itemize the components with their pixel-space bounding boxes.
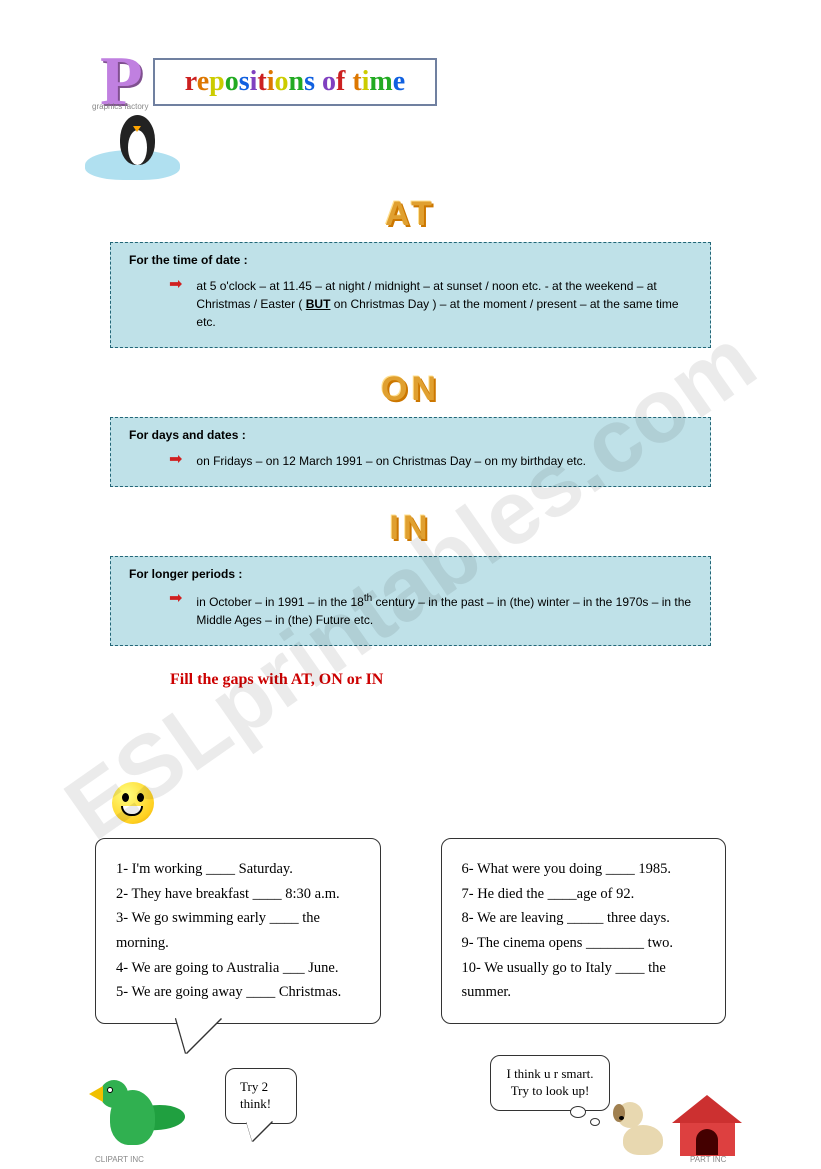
exercise-item: 9- The cinema opens ________ two.	[462, 931, 706, 956]
speech-try: Try 2 think!	[225, 1068, 297, 1124]
in-rule-box: For longer periods : ➡ in October – in 1…	[110, 556, 711, 646]
exercise-row: 1- I'm working ____ Saturday.2- They hav…	[0, 838, 821, 1024]
clipart-label: graphics factory	[92, 102, 148, 111]
exercise-item: 5- We are going away ____ Christmas.	[116, 980, 360, 1005]
at-label: For the time of date :	[129, 253, 692, 267]
exercise-box-left: 1- I'm working ____ Saturday.2- They hav…	[95, 838, 381, 1024]
arrow-icon: ➡	[169, 452, 182, 468]
page-title: repositions of time	[185, 66, 405, 97]
arrow-icon: ➡	[169, 277, 182, 293]
at-text: at 5 o'clock – at 11.45 – at night / mid…	[196, 277, 692, 331]
title-box: repositions of time	[153, 58, 437, 106]
in-heading: IN	[110, 509, 711, 548]
arrow-icon: ➡	[169, 591, 182, 607]
clipart-label: CLIPART INC	[95, 1155, 144, 1164]
thought-bubble-icon	[570, 1106, 586, 1118]
exercise-item: 3- We go swimming early ____ the morning…	[116, 906, 360, 955]
at-rule-box: For the time of date : ➡ at 5 o'clock – …	[110, 242, 711, 348]
on-heading: ON	[110, 370, 711, 409]
on-rule-box: For days and dates : ➡ on Fridays – on 1…	[110, 417, 711, 487]
exercise-item: 10- We usually go to Italy ____ the summ…	[462, 956, 706, 1005]
exercise-title: Fill the gaps with AT, ON or IN	[170, 671, 711, 689]
doghouse-icon	[675, 1095, 740, 1155]
exercise-item: 6- What were you doing ____ 1985.	[462, 857, 706, 882]
parrot-icon	[95, 1080, 190, 1160]
exercise-item: 1- I'm working ____ Saturday.	[116, 857, 360, 882]
in-text: in October – in 1991 – in the 18th centu…	[196, 591, 692, 629]
content: AT For the time of date : ➡ at 5 o'clock…	[0, 195, 821, 689]
exercise-item: 2- They have breakfast ____ 8:30 a.m.	[116, 882, 360, 907]
thought-bubble-icon	[590, 1118, 600, 1126]
speech-smart: I think u r smart. Try to look up!	[490, 1055, 610, 1111]
exercise-item: 4- We are going to Australia ___ June.	[116, 956, 360, 981]
on-text: on Fridays – on 12 March 1991 – on Chris…	[196, 452, 586, 470]
smiley-icon	[112, 782, 154, 824]
on-label: For days and dates :	[129, 428, 692, 442]
clipart-label: PART INC	[690, 1155, 726, 1164]
exercise-item: 7- He died the ____age of 92.	[462, 882, 706, 907]
in-label: For longer periods :	[129, 567, 692, 581]
exercise-box-right: 6- What were you doing ____ 1985.7- He d…	[441, 838, 727, 1024]
exercise-item: 8- We are leaving _____ three days.	[462, 906, 706, 931]
at-heading: AT	[110, 195, 711, 234]
dog-icon	[615, 1100, 675, 1155]
